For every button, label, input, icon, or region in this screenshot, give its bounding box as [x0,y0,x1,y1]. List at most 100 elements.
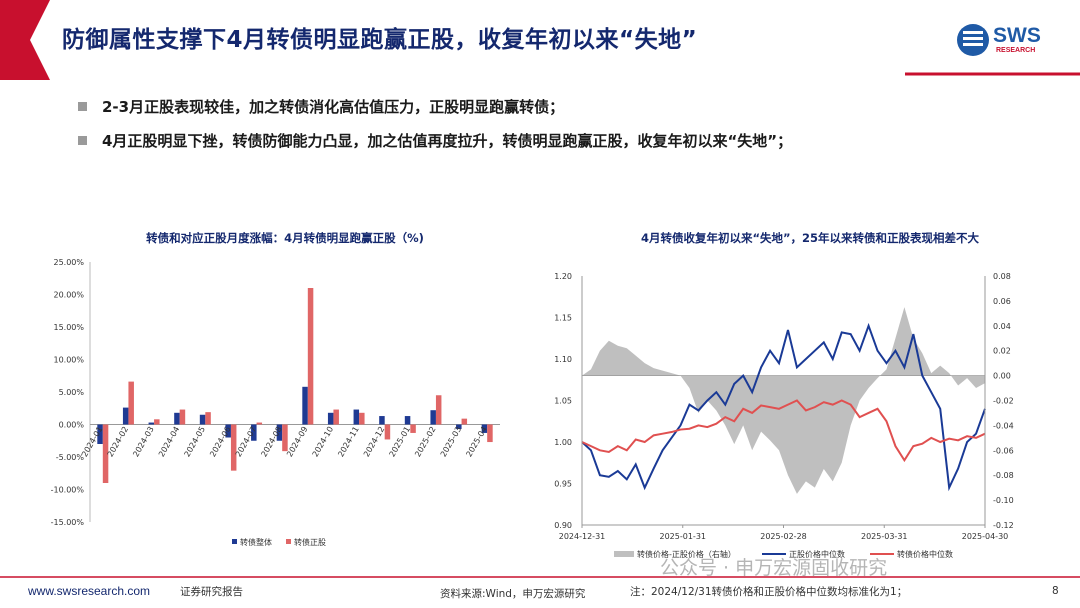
legend-swatch [614,551,634,557]
x-tick-label: 2025-04 [464,425,489,458]
x-tick-label: 2025-02-28 [760,532,807,541]
x-tick-label: 2024-05 [183,425,208,458]
area-spread [582,307,985,494]
legend-label: 转债价格中位数 [897,549,953,559]
page-title: 防御属性支撑下4月转债明显跑赢正股，收复年初以来“失地” [62,27,698,53]
bar-convertible [481,424,488,433]
bar-chart: 25.00% 20.00% 15.00% 10.00% 5.00% 0.00% -5.00%… [51,258,500,547]
bar-stock [435,395,442,425]
logo-subtext: RESEARCH [996,47,1036,54]
y-tick-label: 5.00% [59,388,85,397]
bar-convertible [327,412,334,425]
bar-convertible [404,416,411,425]
x-tick-label: 2024-10 [311,425,336,458]
y-tick-label: 20.00% [53,291,84,300]
page-number: 8 [1052,585,1059,597]
y-right-tick-label: -0.04 [993,421,1014,430]
bar-stock [179,409,186,425]
bullet-marker [78,102,87,111]
bar-stock [128,381,134,425]
sws-logo-icon [957,24,989,56]
x-tick-label: 2025-03-31 [861,532,908,541]
bar-stock [154,419,160,425]
x-tick-label: 2025-01-31 [660,532,707,541]
legend-label: 转债整体 [240,537,272,547]
y-left-tick-label: 1.20 [554,272,572,281]
x-tick-label: 2024-04 [157,425,182,458]
y-right-tick-label: -0.06 [993,446,1014,455]
legend-label: 转债价格-正股价格（右轴） [637,549,736,559]
footer-url[interactable]: www.swsresearch.com [28,584,151,598]
x-tick-label: 2024-07 [234,425,259,458]
bar-stock [333,409,339,425]
logo-text: SWS [993,24,1041,47]
bar-stock [256,422,263,425]
y-left-tick-label: 1.15 [554,314,572,323]
bar-convertible [251,424,257,441]
bar-convertible [148,422,155,425]
bullet-1: 2-3月正股表现较佳，加之转债消化高估值压力，正股明显跑赢转债； [102,98,565,116]
y-right-tick-label: 0.08 [993,272,1011,281]
y-left-tick-label: 1.05 [554,397,572,406]
y-tick-label: 15.00% [53,323,84,332]
line-chart-title: 4月转债收复年初以来“失地”，25年以来转债和正股表现相差不大 [640,231,980,245]
bar-convertible [97,424,103,444]
bar-stock [410,424,416,433]
bar-stock [205,412,211,425]
bar-convertible [456,424,462,430]
legend-swatch [286,539,291,544]
y-right-tick-label: -0.10 [993,496,1014,505]
legend-swatch [232,539,237,544]
line-chart: 1.20 1.15 1.10 1.05 1.00 0.95 0.90 0.08 0.06 0.04… [554,272,1014,559]
sws-logo: SWS RESEARCH [955,22,1065,58]
y-left-tick-label: 1.00 [554,438,572,447]
bar-stock [359,412,365,425]
y-left-tick-label: 0.90 [554,521,572,530]
bar-convertible [353,409,360,425]
y-left-tick-label: 0.95 [554,480,572,489]
line-convertible-median [581,399,986,463]
header-decoration [0,0,1080,80]
bar-stock [384,424,391,440]
bar-stock [102,424,109,483]
footer-divider [0,576,1080,578]
bar-convertible [174,412,180,425]
x-tick-label: 2024-12 [362,425,387,458]
y-right-tick-label: 0.06 [993,297,1011,306]
x-tick-label: 2024-12-31 [559,532,606,541]
bar-stock [307,288,314,425]
x-tick-label: 2024-03 [131,425,156,458]
watermark: 公众号 · 申万宏源固收研究 [660,557,888,579]
y-right-tick-label: 0.02 [993,347,1011,356]
bar-convertible [276,424,283,441]
footer-source: 资料来源:Wind，申万宏源研究 [440,588,586,600]
bar-stock [487,424,493,443]
footer-report-type: 证券研究报告 [180,586,243,598]
x-tick-label: 2025-01 [388,425,413,458]
legend-label: 正股价格中位数 [789,549,845,559]
y-tick-label: 10.00% [53,356,84,365]
bullet-marker [78,136,87,145]
y-right-tick-label: -0.12 [993,521,1014,530]
x-tick-label: 2025-02 [413,425,438,458]
y-tick-label: 0.00% [59,421,85,430]
bar-convertible [379,416,385,425]
y-tick-label: -15.00% [51,518,85,527]
bar-stock [282,424,288,452]
line-stock-median [581,322,986,492]
x-tick-label: 2025-03 [439,425,464,458]
x-tick-label: 2024-11 [336,425,361,458]
bar-stock [230,424,237,471]
y-tick-label: 25.00% [53,258,84,267]
y-right-tick-label: 0.04 [993,322,1011,331]
legend-label: 转债正股 [294,537,326,547]
x-tick-label: 2024-09 [285,425,310,458]
y-tick-label: -10.00% [51,486,85,495]
bar-convertible [122,407,129,425]
bar-convertible [302,386,308,425]
bullet-2: 4月正股明显下挫，转债防御能力凸显，加之估值再度拉升，转债明显跑赢正股，收复年初… [102,132,793,150]
bar-convertible [430,410,436,425]
y-right-tick-label: 0.00 [993,372,1011,381]
bar-convertible [225,424,231,438]
bar-chart-title: 转债和对应正股月度涨幅：4月转债明显跑赢正股（%) [146,231,424,245]
